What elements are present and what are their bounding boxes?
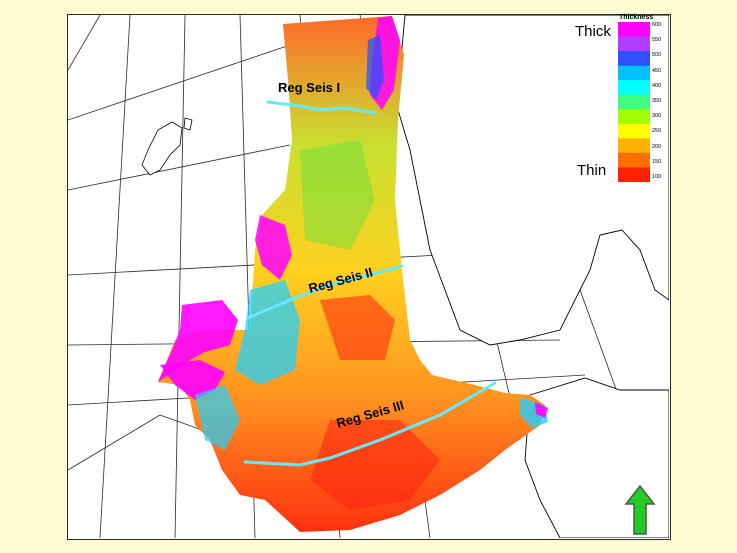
legend-swatch xyxy=(618,36,650,52)
seismic-line-2 xyxy=(246,264,404,320)
legend-tick-label: 350 xyxy=(652,98,662,104)
legend-swatch xyxy=(618,94,650,110)
legend-swatch xyxy=(618,123,650,139)
legend-tick-label: 300 xyxy=(652,113,662,120)
thickness-surface xyxy=(158,16,548,532)
legend-tick-label: 200 xyxy=(652,143,662,150)
section-label-1: Reg Seis I xyxy=(278,80,340,95)
legend-color-bar xyxy=(618,22,650,182)
legend-tick-label: 150 xyxy=(652,158,662,165)
legend-tick-label: 600 xyxy=(652,22,662,28)
legend-tick-label: 450 xyxy=(652,67,662,74)
legend-tick-label: 400 xyxy=(652,82,662,89)
legend-swatch xyxy=(618,80,650,96)
legend-swatch xyxy=(618,22,650,38)
legend-swatch xyxy=(618,65,650,81)
legend-swatch xyxy=(618,167,650,182)
legend-thick-label: Thick xyxy=(575,23,611,40)
north-arrow-icon xyxy=(624,484,656,535)
seismic-line-3 xyxy=(243,381,497,467)
legend-title: Thickness xyxy=(619,14,654,21)
coastline-norway xyxy=(397,15,669,346)
seismic-lines xyxy=(243,100,497,467)
legend-tick-label: 500 xyxy=(652,52,662,59)
legend-tick-label: 550 xyxy=(652,37,662,44)
legend-thin-label: Thin xyxy=(577,162,607,179)
legend-tick-label: 100 xyxy=(652,174,662,180)
legend-swatch xyxy=(618,109,650,125)
coastline-islands xyxy=(141,117,193,176)
seismic-line-1 xyxy=(266,100,377,115)
legend-swatch xyxy=(618,138,650,154)
legend-tick-label: 250 xyxy=(652,128,662,135)
legend-swatch xyxy=(618,51,650,67)
legend-swatch xyxy=(618,152,650,168)
